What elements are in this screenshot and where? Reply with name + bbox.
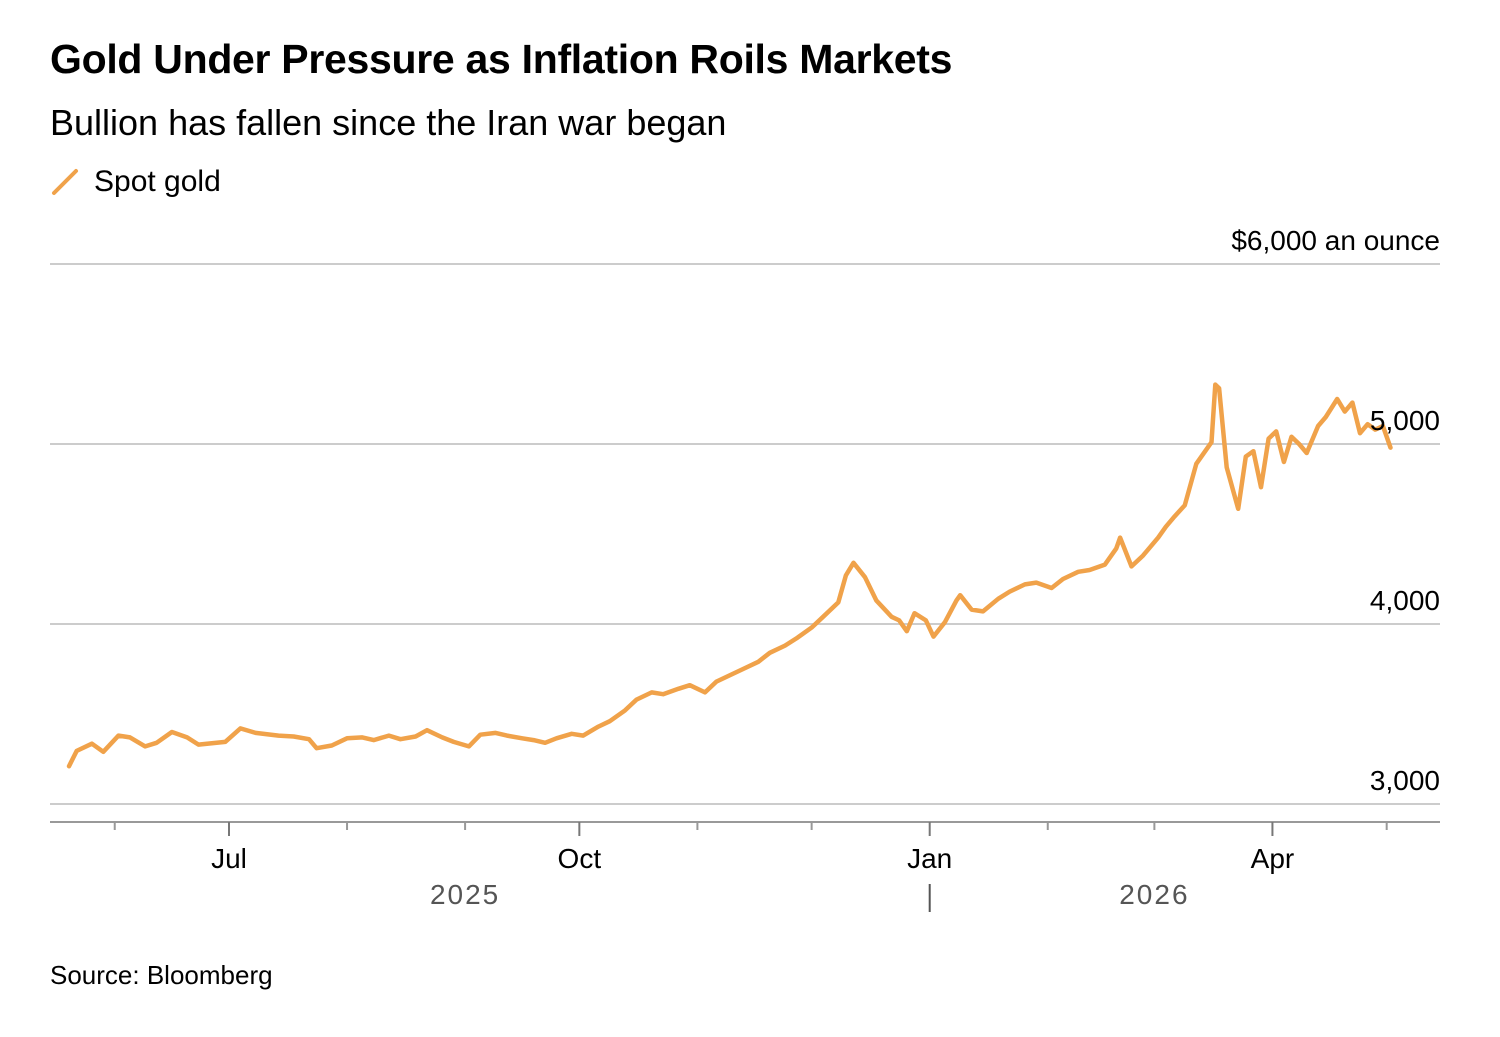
x-axis [50, 821, 1440, 912]
x-tick-label-jul: Jul [211, 843, 247, 874]
x-tick-label-jan: Jan [907, 843, 952, 874]
chart-subtitle: Bullion has fallen since the Iran war be… [50, 102, 727, 143]
legend-label-spot-gold: Spot gold [94, 165, 221, 198]
y-tick-label-6000: $6,000 an ounce [1231, 225, 1440, 256]
x-tick-label-apr: Apr [1251, 843, 1295, 874]
legend-swatch-spot-gold [52, 169, 78, 195]
year-label-2026: 2026 [1119, 879, 1189, 910]
series-layer [66, 382, 1393, 769]
legend: Spot gold [50, 164, 221, 200]
chart-title: Gold Under Pressure as Inflation Roils M… [50, 36, 953, 82]
y-tick-label-4000: 4,000 [1370, 585, 1440, 616]
series-line-spot-gold [66, 382, 1393, 769]
gridlines [50, 263, 1440, 805]
axis-labels: $6,000 an ounce 5,000 4,000 3,000 Jul Oct Jan A… [211, 225, 1440, 910]
year-label-2025: 2025 [430, 879, 500, 910]
source-note: Source: Bloomberg [50, 960, 273, 990]
x-tick-label-oct: Oct [558, 843, 602, 874]
y-tick-label-3000: 3,000 [1370, 765, 1440, 796]
y-tick-label-5000: 5,000 [1370, 405, 1440, 436]
